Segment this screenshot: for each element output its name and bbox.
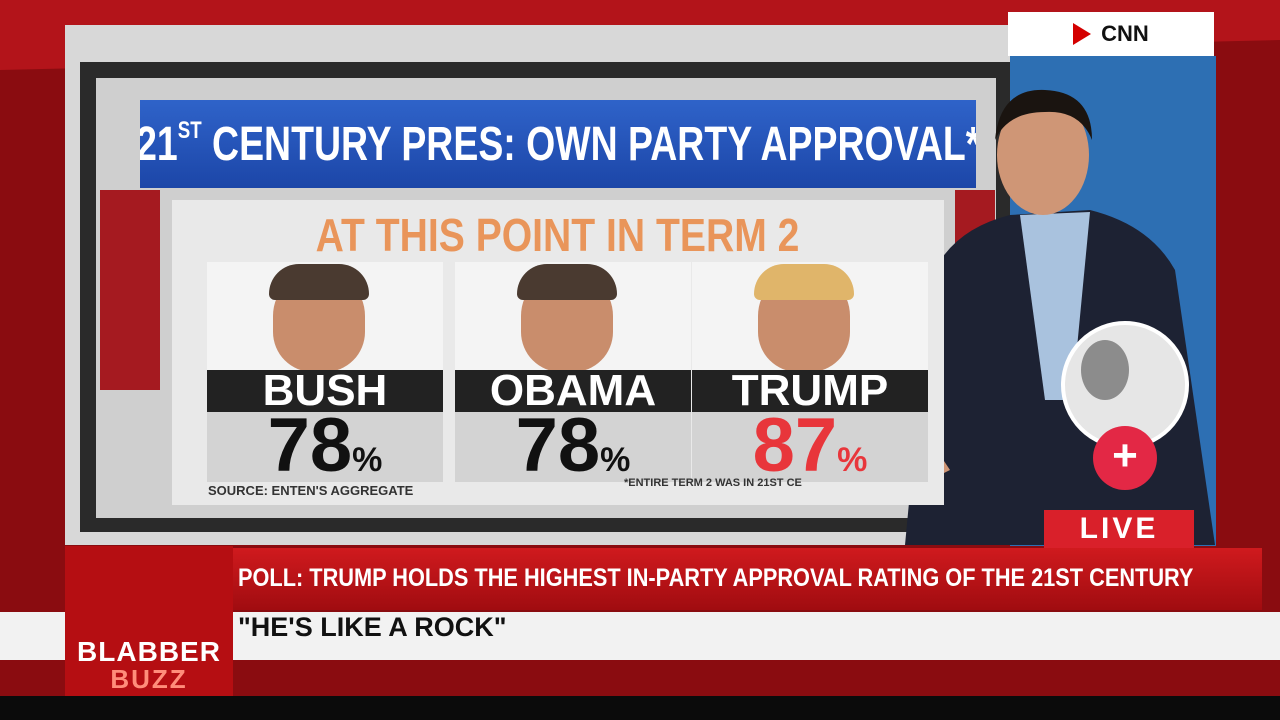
channel-name: CNN <box>1101 21 1149 46</box>
title-number: 21 <box>140 117 178 171</box>
president-name: BUSH <box>207 369 443 413</box>
approval-value: 78% <box>455 408 691 483</box>
title-suffix: ST <box>177 116 202 144</box>
quote: "HE'S LIKE A ROCK" <box>238 612 507 642</box>
presenter-hair <box>995 89 1092 140</box>
president-card: BUSH 78% <box>207 262 443 482</box>
subtitle-text: AT THIS POINT IN TERM 2 <box>316 209 800 261</box>
approval-value: 87% <box>692 408 928 483</box>
side-menu-left <box>100 190 160 390</box>
footnote: *ENTIRE TERM 2 WAS IN 21ST CE <box>624 477 802 489</box>
source-note: SOURCE: ENTEN'S AGGREGATE <box>208 483 414 498</box>
headline-bar <box>232 548 1262 610</box>
president-card: OBAMA 78% <box>455 262 691 482</box>
title-rest: CENTURY PRES: OWN PARTY APPROVAL* <box>201 117 976 171</box>
brand-name: BLABBER <box>77 636 221 667</box>
live-badge: LIVE <box>1044 510 1194 548</box>
approval-value: 78% <box>207 408 443 483</box>
play-icon <box>1073 23 1092 45</box>
presenter-head <box>997 95 1089 215</box>
president-photo <box>692 262 928 372</box>
president-photo <box>455 262 691 372</box>
graphic-title: 21ST CENTURY PRES: OWN PARTY APPROVAL* <box>140 100 976 188</box>
bottom-strip <box>0 696 1280 720</box>
brand-sub: BUZZ <box>110 664 188 694</box>
follow-button[interactable]: + <box>1093 426 1157 490</box>
avatar-face <box>1081 340 1129 400</box>
president-name: OBAMA <box>455 369 691 413</box>
approval-number: 78 <box>515 403 601 483</box>
approval-number: 87 <box>752 403 838 483</box>
headline: POLL: TRUMP HOLDS THE HIGHEST IN-PARTY A… <box>238 564 1280 593</box>
approval-number: 78 <box>267 403 353 483</box>
approval-unit: % <box>837 441 868 479</box>
headline-text: POLL: TRUMP HOLDS THE HIGHEST IN-PARTY A… <box>238 564 1194 592</box>
hair <box>754 264 854 300</box>
approval-unit: % <box>600 441 631 479</box>
title-text: 21ST CENTURY PRES: OWN PARTY APPROVAL* <box>140 117 976 172</box>
graphic-subtitle: AT THIS POINT IN TERM 2 <box>172 208 944 262</box>
president-name: TRUMP <box>692 369 928 413</box>
president-photo <box>207 262 443 372</box>
channel-logo: CNN <box>1008 12 1214 56</box>
president-card: TRUMP 87% <box>692 262 928 482</box>
hair <box>269 264 369 300</box>
approval-unit: % <box>352 441 383 479</box>
brand-box <box>65 546 233 696</box>
hair <box>517 264 617 300</box>
